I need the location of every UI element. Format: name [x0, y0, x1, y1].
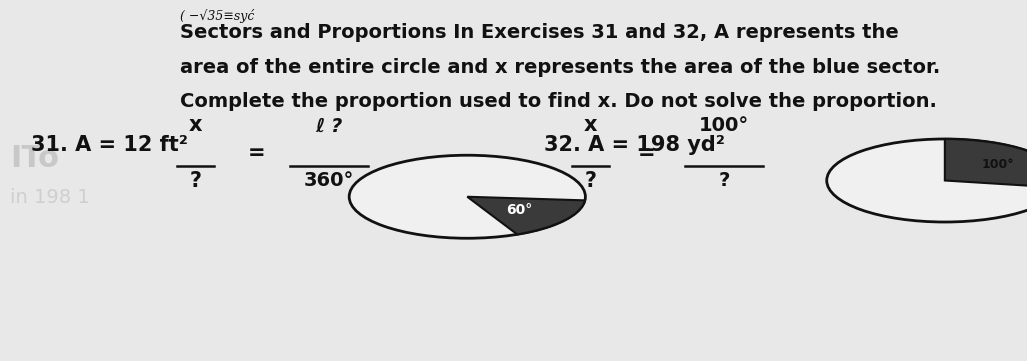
Text: ITo: ITo — [10, 144, 60, 173]
Wedge shape — [467, 197, 585, 234]
Text: x: x — [583, 116, 598, 135]
Text: 100°: 100° — [982, 158, 1015, 171]
Text: 32. A = 198 yd²: 32. A = 198 yd² — [544, 135, 725, 155]
Text: 60°: 60° — [506, 203, 533, 217]
Text: x: x — [188, 116, 202, 135]
Circle shape — [349, 155, 585, 238]
Text: Sectors and Proportions In Exercises 31 and 32, A represents the: Sectors and Proportions In Exercises 31 … — [180, 23, 899, 43]
Text: 100°: 100° — [699, 116, 749, 135]
Text: 360°: 360° — [303, 171, 354, 191]
Text: ?: ? — [718, 171, 730, 191]
Text: area of the entire circle and x represents the area of the blue sector.: area of the entire circle and x represen… — [180, 58, 940, 77]
Text: ?: ? — [584, 171, 597, 191]
Circle shape — [827, 139, 1027, 222]
Text: =: = — [638, 143, 656, 164]
Text: =: = — [248, 143, 266, 164]
Text: in 198 1: in 198 1 — [10, 188, 90, 207]
Text: ℓ ?: ℓ ? — [315, 116, 342, 135]
Text: Complete the proportion used to find x. Do not solve the proportion.: Complete the proportion used to find x. … — [180, 92, 937, 111]
Text: 31. A = 12 ft²: 31. A = 12 ft² — [31, 135, 188, 155]
Text: ?: ? — [189, 171, 201, 191]
Wedge shape — [945, 139, 1027, 188]
Text: ( −√35≡syć: ( −√35≡syć — [180, 9, 254, 23]
